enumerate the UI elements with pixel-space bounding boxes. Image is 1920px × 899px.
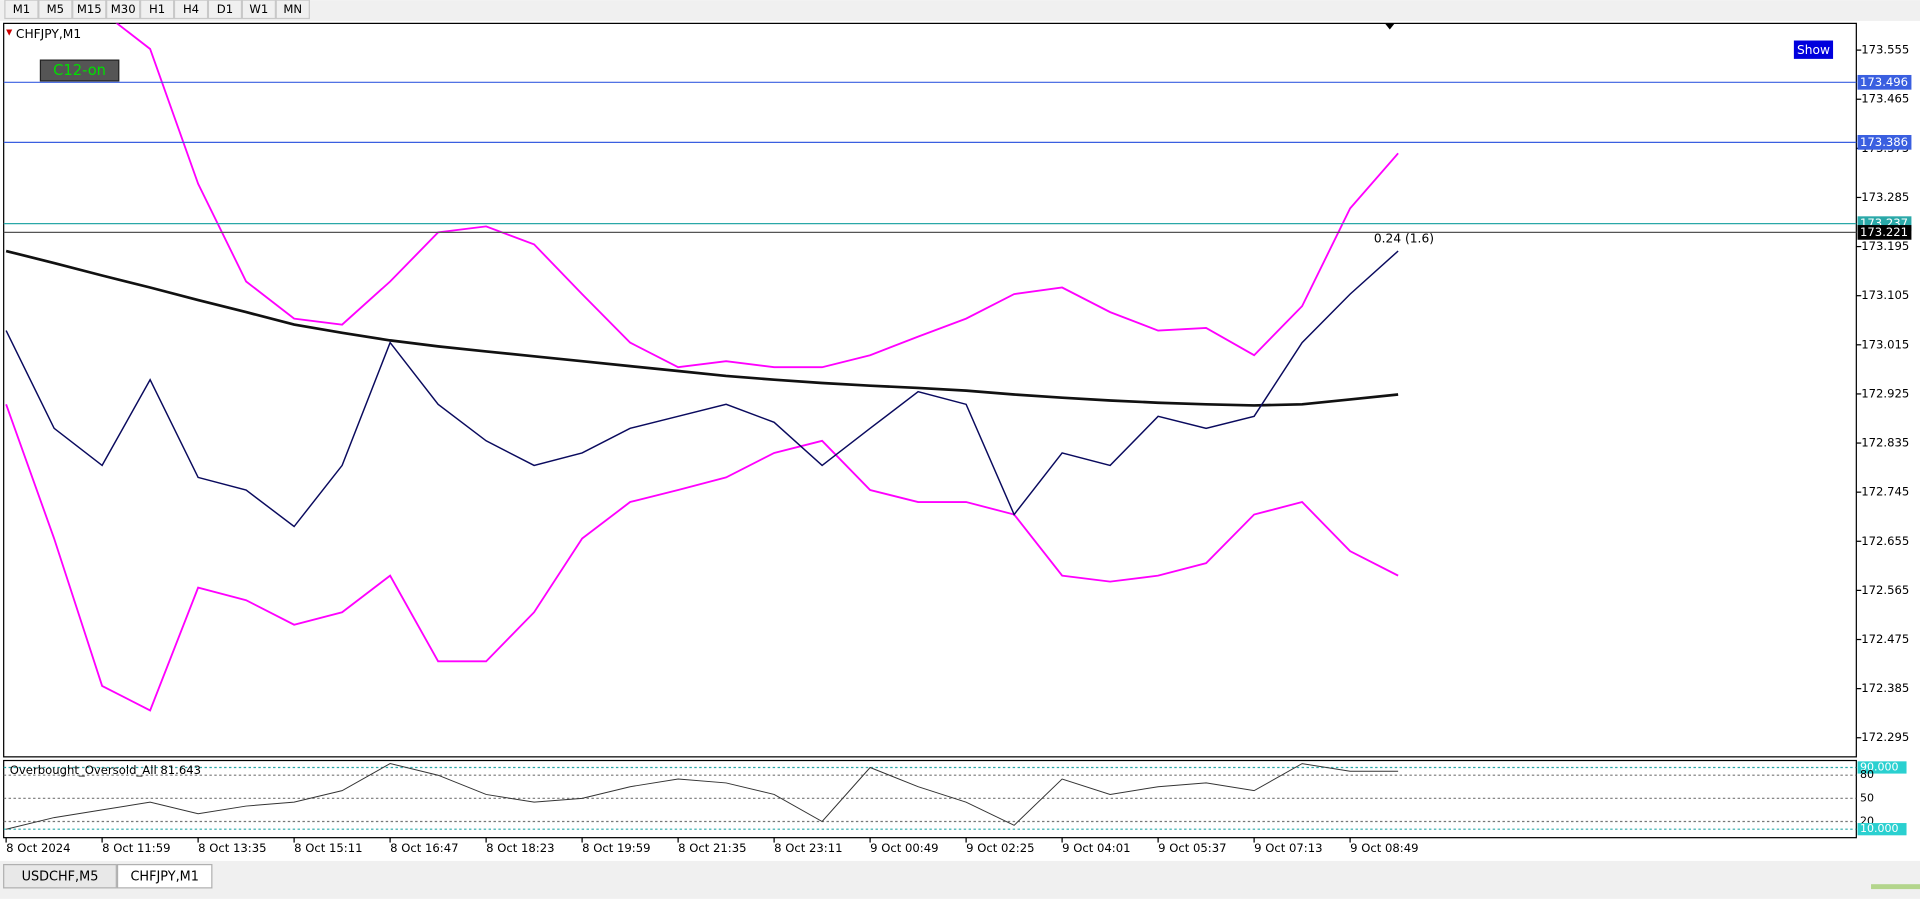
c12-button[interactable] — [39, 59, 120, 82]
level-tag — [1857, 761, 1907, 774]
y-tick-label: 172.295 — [1861, 730, 1909, 744]
timeframe-label[interactable]: H4 — [183, 2, 199, 16]
timeframe-button[interactable] — [139, 0, 175, 20]
y-tick-label: 173.285 — [1861, 190, 1909, 204]
level-label: 80 — [1860, 768, 1874, 781]
show-button[interactable] — [1793, 40, 1834, 59]
y-tick-label: 172.565 — [1861, 583, 1909, 597]
level-label: 50 — [1860, 791, 1874, 804]
y-tick-label: 172.745 — [1861, 485, 1909, 499]
y-tick-label: 173.555 — [1861, 43, 1909, 57]
tab-bar — [0, 860, 1920, 899]
toolbar — [0, 0, 1920, 21]
x-tick-label: 9 Oct 05:37 — [1158, 841, 1226, 855]
series-line — [115, 23, 1399, 369]
series-line — [5, 249, 1399, 407]
oscillator-plot — [3, 763, 1857, 830]
price-level-tag — [1857, 135, 1912, 150]
x-tick-label: 8 Oct 21:35 — [678, 841, 746, 855]
series-line — [6, 763, 1399, 830]
y-tick-label: 173.195 — [1861, 239, 1909, 253]
timeframe-button[interactable] — [4, 0, 39, 20]
y-tick-label: 172.475 — [1861, 632, 1909, 646]
x-tick-label: 8 Oct 16:47 — [390, 841, 458, 855]
y-tick-label: 172.655 — [1861, 534, 1909, 548]
x-tick-label: 8 Oct 11:59 — [102, 841, 170, 855]
y-tick-label: 172.925 — [1861, 386, 1909, 400]
timeframe-label[interactable]: M5 — [47, 2, 64, 16]
y-tick-label: 173.015 — [1861, 337, 1909, 351]
symbol-tab-label[interactable]: USDCHF,M5 — [22, 869, 99, 884]
x-tick-label: 9 Oct 08:49 — [1350, 841, 1418, 855]
timeframe-label[interactable]: W1 — [249, 2, 268, 16]
y-tick-label: 172.835 — [1861, 436, 1909, 450]
timeframe-label[interactable]: D1 — [217, 2, 233, 16]
status-bar — [1871, 884, 1920, 890]
series-line — [5, 250, 1399, 528]
timeframe-label[interactable]: M15 — [77, 2, 102, 16]
x-tick-label: 8 Oct 13:35 — [198, 841, 266, 855]
main-pane — [3, 22, 1857, 758]
timeframe-label[interactable]: MN — [283, 2, 302, 16]
price-level-tag — [1857, 74, 1912, 90]
oscillator-title: Overbought_Oversold_All 81.643 — [10, 763, 201, 777]
level-label: 10.000 — [1860, 822, 1899, 835]
spread-label: 0.24 (1.6) — [1374, 231, 1434, 245]
symbol-tab[interactable] — [3, 863, 117, 889]
series-line — [5, 404, 1399, 712]
timeframe-button[interactable] — [72, 0, 107, 20]
oscillator-pane — [3, 759, 1857, 839]
current-price-label: 173.221 — [1860, 225, 1908, 239]
timeframe-button[interactable] — [106, 0, 141, 20]
x-tick-label: 8 Oct 19:59 — [582, 841, 650, 855]
timeframe-label[interactable]: H1 — [149, 2, 165, 16]
symbol-title: CHFJPY,M1 — [16, 27, 81, 41]
y-tick-label: 173.465 — [1861, 92, 1909, 106]
x-tick-label: 9 Oct 07:13 — [1254, 841, 1322, 855]
y-tick-label: 172.385 — [1861, 681, 1909, 695]
x-tick-label: 9 Oct 02:25 — [966, 841, 1034, 855]
level-tag — [1857, 823, 1907, 836]
timeframe-button[interactable] — [275, 0, 310, 20]
current-price-tag — [1857, 225, 1912, 240]
timeframe-button[interactable] — [241, 0, 276, 20]
x-tick-label: 8 Oct 23:11 — [774, 841, 842, 855]
level-label: 90.000 — [1860, 760, 1899, 773]
timeframe-label[interactable]: M30 — [111, 2, 136, 16]
x-tick-label: 9 Oct 00:49 — [870, 841, 938, 855]
timeframe-label[interactable]: M1 — [13, 2, 30, 16]
y-tick-label: 173.105 — [1861, 288, 1909, 302]
x-tick-label: 8 Oct 18:23 — [486, 841, 554, 855]
shift-marker — [1384, 23, 1395, 30]
menu-arrow[interactable] — [6, 29, 13, 36]
timeframe-button[interactable] — [173, 0, 209, 20]
x-tick-label: 8 Oct 2024 — [6, 841, 70, 855]
price-level-label: 173.496 — [1860, 75, 1908, 89]
timeframe-button[interactable] — [38, 0, 73, 20]
symbol-tab-label[interactable]: CHFJPY,M1 — [130, 869, 198, 884]
x-tick-label: 9 Oct 04:01 — [1062, 841, 1130, 855]
show-label[interactable]: Show — [1797, 43, 1830, 57]
x-tick-label: 8 Oct 15:11 — [294, 841, 362, 855]
symbol-tab[interactable] — [116, 863, 213, 889]
plot — [3, 23, 1857, 712]
timeframe-button[interactable] — [207, 0, 243, 20]
c12-label[interactable]: C12-on — [53, 62, 106, 79]
price-level-label: 173.386 — [1860, 135, 1908, 149]
